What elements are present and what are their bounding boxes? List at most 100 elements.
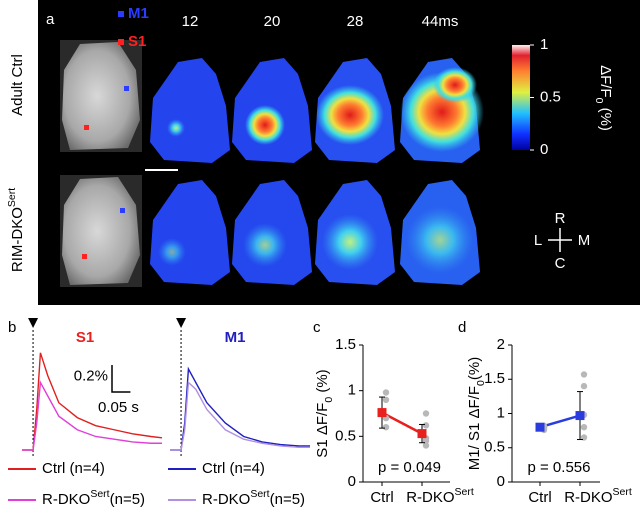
y-tick-label: 0.5 bbox=[484, 439, 505, 456]
y-axis-label-part: (%) bbox=[314, 369, 331, 397]
roi-legend-marker bbox=[118, 39, 124, 45]
legend-label: R-DKOSert(n=5) bbox=[42, 488, 145, 508]
y-axis-label-part: 0 bbox=[323, 397, 335, 403]
y-tick-label: 0 bbox=[348, 473, 356, 490]
roi-s1 bbox=[84, 125, 89, 130]
time-label: 28 bbox=[347, 13, 364, 30]
y-tick-label: 1 bbox=[348, 382, 356, 399]
legend-label-part: Sert bbox=[90, 488, 109, 500]
compass-arrows bbox=[548, 228, 572, 252]
trace bbox=[22, 380, 162, 451]
roi-m1 bbox=[124, 86, 129, 91]
y-axis-label-part: S1 ΔF/F bbox=[314, 403, 331, 458]
x-tick-label: Ctrl bbox=[370, 489, 393, 506]
individual-point bbox=[422, 410, 430, 417]
mean-marker bbox=[377, 408, 387, 418]
scale-bar-label: 0.05 s bbox=[98, 399, 139, 416]
time-label: 44ms bbox=[422, 13, 459, 30]
individual-point bbox=[422, 442, 430, 449]
y-tick-label: 1.5 bbox=[484, 370, 505, 387]
x-tick-label-part: Sert bbox=[455, 486, 474, 498]
individual-point bbox=[422, 422, 430, 429]
trace-title: S1 bbox=[76, 329, 94, 346]
x-tick-label-part: R-DKO bbox=[406, 489, 454, 506]
legend-label-part: (n=5) bbox=[110, 491, 145, 508]
activity-blob bbox=[167, 119, 185, 137]
x-tick-label: Ctrl bbox=[528, 489, 551, 506]
x-tick-label: R-DKOSert bbox=[406, 486, 474, 506]
y-axis-label-part: (%) bbox=[466, 357, 483, 380]
x-tick-label-part: R-DKO bbox=[564, 489, 612, 506]
individual-point bbox=[382, 396, 390, 403]
individual-point bbox=[580, 371, 588, 378]
panel-label: a bbox=[46, 11, 55, 28]
mean-marker bbox=[535, 422, 545, 432]
row-label: RIM-DKOSert bbox=[6, 188, 26, 272]
roi-legend-label: S1 bbox=[128, 33, 146, 50]
activity-blob bbox=[158, 238, 186, 266]
colorbar-label: ΔF/F0 (%) bbox=[593, 65, 614, 131]
roi-legend-label: M1 bbox=[128, 5, 149, 22]
colorbar-label-part: 0 bbox=[593, 98, 605, 104]
individual-point bbox=[580, 382, 588, 390]
x-tick-label: R-DKOSert bbox=[564, 486, 632, 506]
colorbar-label-part: (%) bbox=[597, 103, 614, 131]
y-tick-label: 0 bbox=[497, 473, 505, 490]
activity-blob bbox=[243, 223, 287, 267]
compass-label: C bbox=[555, 255, 566, 272]
y-tick-label: 1.5 bbox=[335, 336, 356, 353]
compass-label: R bbox=[555, 210, 566, 227]
row-label-part: Sert bbox=[6, 188, 18, 207]
p-value: p = 0.556 bbox=[528, 459, 591, 476]
brain-image bbox=[62, 42, 140, 150]
legend-label-part: (n=5) bbox=[270, 491, 305, 508]
trace bbox=[170, 381, 310, 451]
individual-point bbox=[382, 389, 390, 396]
stimulus-marker bbox=[28, 318, 39, 328]
scale-bar-label: 0.2% bbox=[74, 367, 108, 384]
compass-label: L bbox=[534, 232, 542, 249]
individual-point bbox=[580, 424, 588, 431]
mean-marker bbox=[417, 429, 427, 439]
legend-label-part: Sert bbox=[250, 488, 269, 500]
roi-s1 bbox=[82, 254, 87, 259]
roi-legend-marker bbox=[118, 11, 124, 17]
panel-label: d bbox=[458, 319, 466, 336]
legend-label-part: R-DKO bbox=[202, 491, 250, 508]
p-value: p = 0.049 bbox=[378, 459, 441, 476]
scale-bar bbox=[111, 365, 131, 393]
activity-blob bbox=[322, 214, 378, 270]
individual-point bbox=[382, 424, 390, 431]
colorbar-tick-label: 0 bbox=[540, 141, 548, 158]
legend-label: Ctrl (n=4) bbox=[42, 460, 105, 477]
stimulus-marker bbox=[176, 318, 187, 328]
compass-label: M bbox=[578, 232, 591, 249]
time-label: 12 bbox=[182, 13, 199, 30]
mean-marker bbox=[575, 411, 585, 421]
x-tick-label-part: Sert bbox=[613, 486, 632, 498]
activity-blob bbox=[245, 105, 285, 145]
y-tick-label: 2 bbox=[497, 336, 505, 353]
y-axis-label-part: M1/ S1 ΔF/F bbox=[466, 386, 483, 470]
colorbar-label-part: ΔF/F bbox=[597, 65, 614, 98]
roi-m1 bbox=[120, 208, 125, 213]
activity-blob bbox=[316, 85, 384, 145]
panel-label: b bbox=[8, 319, 16, 336]
colorbar-tick-label: 0.5 bbox=[540, 88, 561, 105]
y-axis-label: M1/ S1 ΔF/F0(%) bbox=[466, 357, 487, 470]
legend-label: Ctrl (n=4) bbox=[202, 460, 265, 477]
colorbar-tick-label: 1 bbox=[540, 36, 548, 53]
row-label-part: RIM-DKO bbox=[9, 207, 26, 272]
mean-line bbox=[381, 411, 423, 435]
row-label: Adult Ctrl bbox=[9, 54, 26, 116]
y-tick-label: 0.5 bbox=[335, 427, 356, 444]
trace-title: M1 bbox=[225, 329, 246, 346]
y-axis-label-part: 0 bbox=[475, 380, 487, 386]
time-label: 20 bbox=[264, 13, 281, 30]
panel-label: c bbox=[313, 319, 321, 336]
legend-label: R-DKOSert(n=5) bbox=[202, 488, 305, 508]
legend-label-part: R-DKO bbox=[42, 491, 90, 508]
activity-maps bbox=[145, 58, 484, 285]
y-tick-label: 1 bbox=[497, 404, 505, 421]
